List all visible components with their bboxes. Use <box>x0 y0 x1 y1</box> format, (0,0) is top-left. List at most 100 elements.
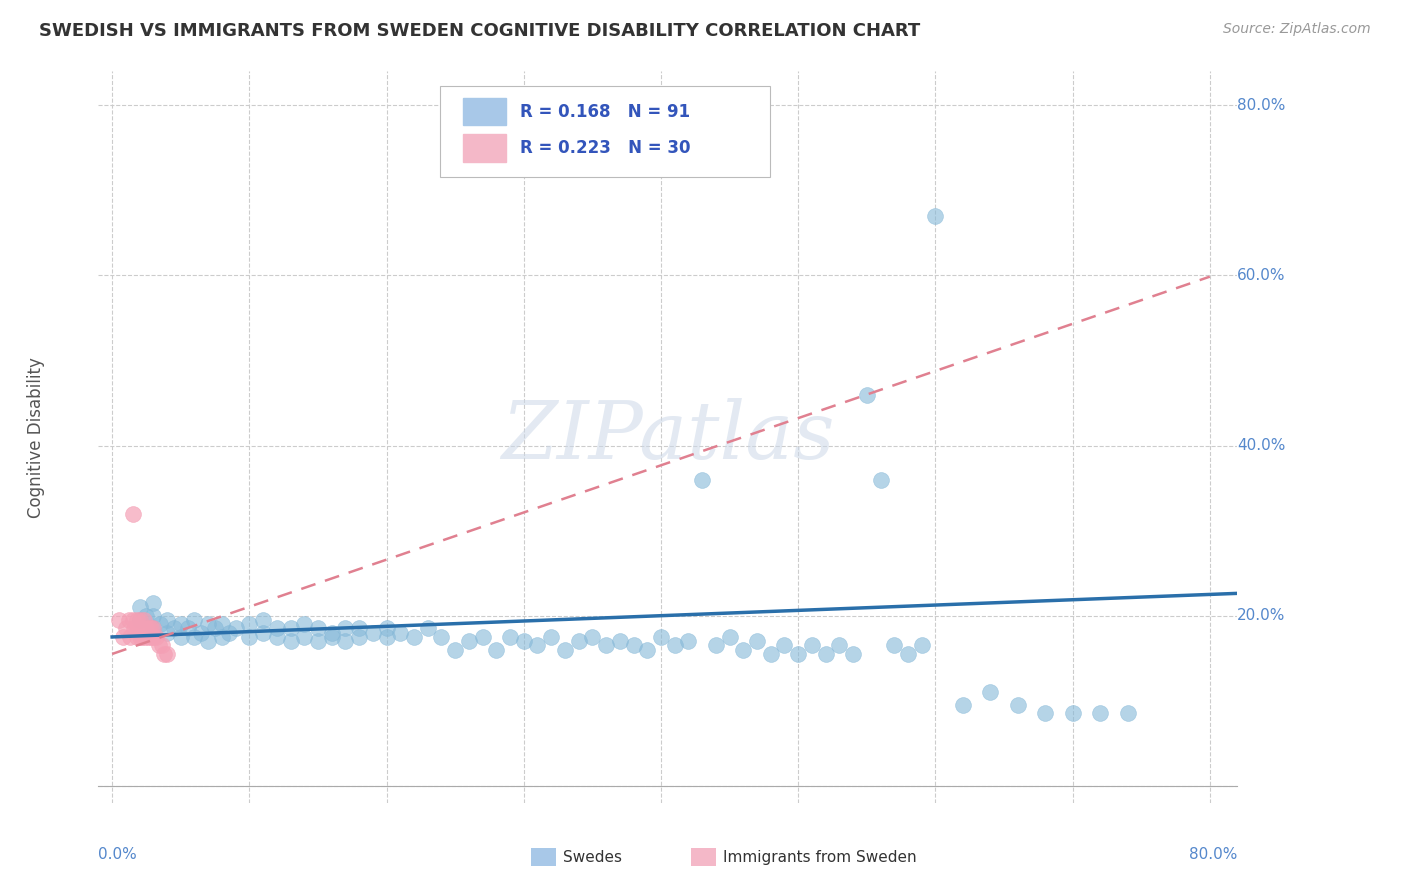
Point <box>142 622 165 636</box>
Text: Source: ZipAtlas.com: Source: ZipAtlas.com <box>1223 22 1371 37</box>
Point <box>139 622 162 636</box>
FancyBboxPatch shape <box>463 135 506 162</box>
Point <box>121 613 143 627</box>
Point <box>1116 706 1139 721</box>
Point <box>430 630 453 644</box>
Point <box>1007 698 1029 712</box>
Text: R = 0.223   N = 30: R = 0.223 N = 30 <box>520 139 690 157</box>
Point <box>773 639 796 653</box>
Point <box>204 622 226 636</box>
Point <box>292 630 315 644</box>
Point <box>979 685 1001 699</box>
Point <box>121 507 143 521</box>
Point <box>842 647 865 661</box>
Point <box>787 647 810 661</box>
Point <box>149 617 172 632</box>
Point <box>292 617 315 632</box>
Point <box>134 630 156 644</box>
Point <box>718 630 741 644</box>
Point <box>135 608 157 623</box>
Point <box>745 634 768 648</box>
Point <box>218 625 240 640</box>
Point <box>115 622 138 636</box>
Point <box>759 647 782 661</box>
Point <box>238 617 260 632</box>
Point <box>499 630 522 644</box>
Bar <box>690 848 716 866</box>
Point <box>471 630 494 644</box>
Point <box>170 617 193 632</box>
Point <box>513 634 536 648</box>
Point <box>156 647 179 661</box>
Point <box>444 642 467 657</box>
Point <box>127 622 149 636</box>
Point <box>163 622 186 636</box>
Text: 80.0%: 80.0% <box>1189 847 1237 862</box>
Point <box>125 630 148 644</box>
Point <box>183 630 205 644</box>
Point <box>176 622 198 636</box>
Point <box>457 634 479 648</box>
Point <box>485 642 508 657</box>
Point <box>581 630 603 644</box>
Point <box>150 639 173 653</box>
Point <box>156 625 179 640</box>
Point <box>112 630 135 644</box>
Point <box>108 613 131 627</box>
Point <box>347 630 370 644</box>
Point <box>139 630 162 644</box>
Point <box>389 625 412 640</box>
Point <box>650 630 672 644</box>
Text: 40.0%: 40.0% <box>1237 438 1285 453</box>
Point <box>142 608 165 623</box>
Text: ZIPatlas: ZIPatlas <box>501 399 835 475</box>
Point <box>136 630 159 644</box>
Point <box>135 622 157 636</box>
Point <box>1088 706 1111 721</box>
Point <box>609 634 631 648</box>
Point <box>335 622 357 636</box>
Point <box>814 647 837 661</box>
Point <box>131 630 153 644</box>
Point <box>1033 706 1056 721</box>
Point <box>883 639 905 653</box>
Text: Immigrants from Sweden: Immigrants from Sweden <box>723 850 917 865</box>
Point <box>170 630 193 644</box>
Point <box>321 630 343 644</box>
Point <box>142 596 165 610</box>
Point <box>122 622 145 636</box>
Point <box>664 639 686 653</box>
FancyBboxPatch shape <box>463 98 506 126</box>
Point <box>678 634 700 648</box>
Point <box>856 387 879 401</box>
Point <box>526 639 548 653</box>
FancyBboxPatch shape <box>440 86 770 178</box>
Point <box>128 613 150 627</box>
Point <box>128 630 150 644</box>
Text: Swedes: Swedes <box>562 850 621 865</box>
Point <box>800 639 823 653</box>
Point <box>704 639 727 653</box>
Point <box>125 613 148 627</box>
Point <box>238 630 260 644</box>
Point <box>142 630 165 644</box>
Point <box>252 613 274 627</box>
Text: 60.0%: 60.0% <box>1237 268 1285 283</box>
Text: R = 0.168   N = 91: R = 0.168 N = 91 <box>520 103 690 120</box>
Point <box>911 639 934 653</box>
Point <box>335 634 357 648</box>
Point <box>153 647 176 661</box>
Point <box>266 630 288 644</box>
Point <box>540 630 562 644</box>
Point <box>952 698 974 712</box>
Point <box>118 630 141 644</box>
Point <box>924 209 946 223</box>
Point <box>183 613 205 627</box>
Text: 0.0%: 0.0% <box>98 847 138 862</box>
Point <box>307 634 329 648</box>
Point <box>156 613 179 627</box>
Text: Cognitive Disability: Cognitive Disability <box>27 357 45 517</box>
Point <box>197 617 219 632</box>
Point <box>128 613 150 627</box>
Point <box>897 647 920 661</box>
